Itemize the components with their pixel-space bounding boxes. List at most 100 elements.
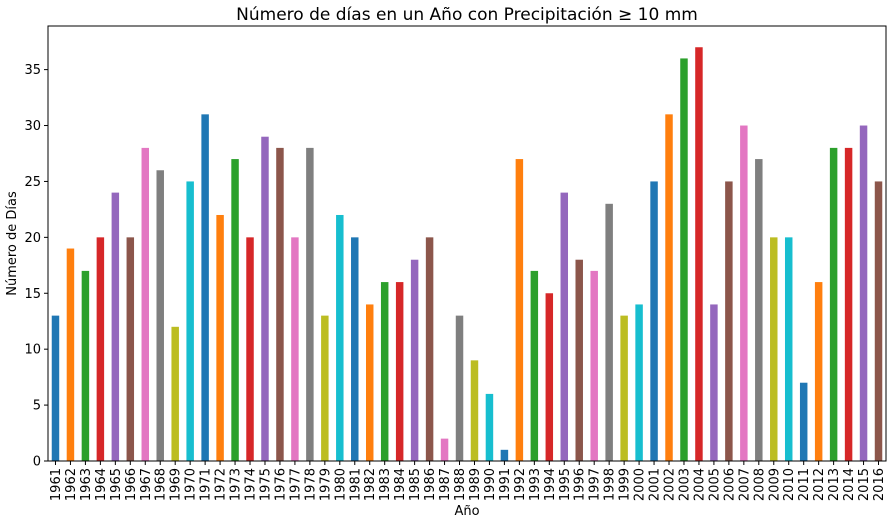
bar-1969: [171, 326, 179, 461]
x-tick-label-1977: 1977: [288, 468, 303, 501]
bar-2014: [844, 147, 853, 461]
bar-1997: [590, 270, 598, 461]
x-tick-label-2014: 2014: [842, 468, 857, 501]
x-tick-label-1996: 1996: [573, 468, 588, 501]
x-axis: 1961 1962 1963 1964 1965 1966 1967 1968 1969 1970…: [49, 461, 887, 501]
bar-1966: [126, 237, 135, 461]
bar-1965: [111, 192, 120, 461]
x-tick-label-1964: 1964: [94, 468, 109, 501]
x-tick-label-2002: 2002: [663, 468, 678, 501]
bar-1963: [81, 270, 90, 461]
bar-2004: [695, 47, 703, 461]
x-tick-label-1972: 1972: [214, 468, 229, 501]
bar-1978: [306, 147, 314, 461]
bar-2001: [650, 181, 658, 461]
bar-1996: [575, 259, 583, 461]
x-tick-label-2013: 2013: [827, 468, 842, 501]
bar-1991: [500, 449, 509, 461]
bar-1980: [336, 214, 344, 461]
x-tick-label-1975: 1975: [258, 468, 273, 501]
x-tick-label-1986: 1986: [423, 468, 438, 501]
bar-1985: [410, 259, 419, 461]
x-tick-label-2003: 2003: [677, 468, 692, 501]
bar-1981: [351, 237, 359, 461]
bar-1968: [156, 170, 164, 461]
bar-1994: [545, 293, 554, 461]
x-tick-label-2007: 2007: [737, 468, 752, 501]
bar-2008: [755, 159, 763, 462]
x-tick-label-1965: 1965: [109, 468, 124, 501]
bar-1998: [605, 203, 613, 461]
bar-1983: [380, 282, 389, 461]
bar-1984: [395, 282, 404, 461]
x-tick-label-1997: 1997: [588, 468, 603, 501]
x-tick-label-1961: 1961: [49, 468, 64, 501]
x-tick-label-1969: 1969: [169, 468, 184, 501]
x-tick-label-1968: 1968: [154, 468, 169, 501]
x-tick-label-1987: 1987: [438, 468, 453, 501]
x-tick-label-1985: 1985: [408, 468, 423, 501]
bar-1987: [440, 438, 449, 461]
x-tick-label-1993: 1993: [528, 468, 543, 501]
x-tick-label-1991: 1991: [498, 468, 513, 501]
bar-1990: [485, 393, 494, 461]
x-tick-label-1966: 1966: [124, 468, 139, 501]
bar-1977: [291, 237, 299, 461]
x-tick-label-1980: 1980: [333, 468, 348, 501]
x-tick-label-1995: 1995: [558, 468, 573, 501]
x-tick-label-2010: 2010: [782, 468, 797, 501]
y-tick-label-20: 20: [24, 231, 41, 246]
x-tick-label-1974: 1974: [244, 468, 259, 501]
x-tick-label-2004: 2004: [692, 468, 707, 501]
bar-2003: [680, 58, 688, 461]
bar-1975: [261, 136, 269, 461]
bar-1999: [620, 315, 628, 461]
bar-2005: [710, 304, 718, 461]
x-tick-label-2008: 2008: [752, 468, 767, 501]
x-tick-label-1988: 1988: [453, 468, 468, 501]
y-axis: 0 5 10 15 20 25 30 35: [24, 63, 48, 470]
y-tick-label-0: 0: [33, 455, 41, 470]
y-tick-label-25: 25: [24, 175, 41, 190]
y-tick-label-35: 35: [24, 63, 41, 78]
y-tick-label-15: 15: [24, 287, 41, 302]
bar-1962: [66, 248, 75, 461]
bar-2002: [665, 114, 673, 461]
bar-1979: [321, 315, 329, 461]
bar-2016: [874, 181, 883, 461]
x-tick-label-2015: 2015: [857, 468, 872, 501]
x-tick-label-1973: 1973: [229, 468, 244, 501]
x-tick-label-1976: 1976: [273, 468, 288, 501]
bar-1993: [530, 270, 539, 461]
bar-1976: [276, 147, 284, 461]
x-tick-label-2000: 2000: [633, 468, 648, 501]
y-tick-label-30: 30: [24, 119, 41, 134]
x-tick-label-1978: 1978: [303, 468, 318, 501]
x-tick-label-2016: 2016: [872, 468, 887, 501]
x-tick-label-1992: 1992: [513, 468, 528, 501]
bar-1967: [141, 147, 150, 461]
x-tick-label-1971: 1971: [199, 468, 214, 501]
bar-1986: [425, 237, 434, 461]
bar-1973: [231, 159, 239, 462]
x-tick-label-1990: 1990: [483, 468, 498, 501]
x-tick-label-1982: 1982: [363, 468, 378, 501]
bar-1995: [560, 192, 569, 461]
y-tick-label-10: 10: [24, 343, 41, 358]
x-tick-label-1962: 1962: [64, 468, 79, 501]
bar-2012: [814, 282, 823, 461]
bar-1971: [201, 114, 209, 461]
bar-2009: [770, 237, 778, 461]
x-tick-label-1994: 1994: [543, 468, 558, 501]
x-tick-label-2001: 2001: [648, 468, 663, 501]
x-tick-label-1983: 1983: [378, 468, 393, 501]
bar-2007: [740, 125, 748, 462]
bar-1988: [455, 315, 464, 461]
x-tick-label-1981: 1981: [348, 468, 363, 501]
x-tick-label-1970: 1970: [184, 468, 199, 501]
bar-2010: [784, 237, 793, 461]
bar-1989: [470, 360, 479, 461]
bar-2011: [799, 382, 808, 461]
